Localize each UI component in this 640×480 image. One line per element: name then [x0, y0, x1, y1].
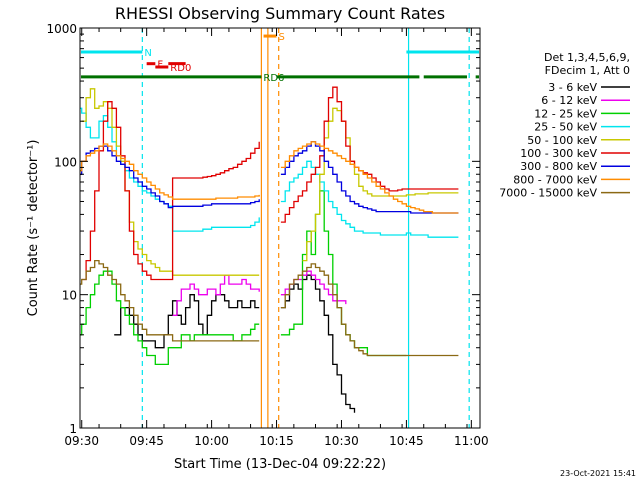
- series-line-6: [80, 141, 459, 214]
- y-tick-label-1: 10: [62, 289, 77, 303]
- flag-label-2: RD0: [170, 63, 191, 74]
- legend-label-2: 12 - 25 keV: [534, 107, 597, 120]
- y-tick-label-2: 100: [54, 155, 77, 169]
- legend-label-1: 6 - 12 keV: [541, 94, 597, 107]
- legend-label-4: 50 - 100 keV: [527, 134, 597, 147]
- legend-label-5: 100 - 300 keV: [520, 147, 597, 160]
- x-tick-label-3: 10:15: [259, 434, 294, 448]
- flag-label-1: F: [157, 60, 163, 71]
- flag-bars: NF RD0 RD6 S: [81, 32, 479, 84]
- flag-label-3: RD6: [263, 73, 284, 84]
- series-line-2: [80, 190, 407, 366]
- axes: 09:30 09:45 10:00 10:15 10:30 10:45 11:00 1 10 10…: [46, 22, 488, 448]
- y-axis-label: Count Rate (s⁻¹ detector⁻¹): [26, 140, 41, 317]
- legend-label-3: 25 - 50 keV: [534, 121, 597, 134]
- y-tick-label-0: 1: [69, 422, 77, 436]
- flag-label-4: S: [279, 32, 285, 43]
- x-tick-label-5: 10:45: [389, 434, 424, 448]
- series-lines: [80, 86, 459, 413]
- flag-label-0: N: [144, 48, 151, 59]
- legend-label-0: 3 - 6 keV: [548, 81, 597, 94]
- series-line-8: [80, 259, 459, 357]
- x-tick-label-0: 09:30: [64, 434, 99, 448]
- y-tick-label-3: 1000: [46, 22, 77, 36]
- x-tick-label-2: 10:00: [194, 434, 229, 448]
- x-tick-label-4: 10:30: [324, 434, 359, 448]
- series-line-7: [80, 141, 459, 214]
- series-line-0: [114, 274, 356, 413]
- x-tick-label-6: 11:00: [454, 434, 489, 448]
- legend-header-1: FDecim 1, Att 0: [545, 64, 630, 77]
- x-tick-label-1: 09:45: [129, 434, 164, 448]
- legend-label-8: 7000 - 15000 keV: [499, 187, 597, 200]
- legend-header-0: Det 1,3,4,5,6,9,: [544, 51, 630, 64]
- series-line-4: [81, 88, 459, 276]
- legend: Det 1,3,4,5,6,9,FDecim 1, Att 0 3 - 6 keV…: [499, 51, 630, 200]
- series-line-3: [80, 107, 459, 238]
- legend-label-6: 300 - 800 keV: [520, 160, 597, 173]
- legend-label-7: 800 - 7000 keV: [513, 173, 597, 186]
- plot-frame: [79, 27, 481, 429]
- x-axis-label: Start Time (13-Dec-04 09:22:22): [174, 457, 386, 472]
- plot-timestamp: 23-Oct-2021 15:41: [560, 469, 636, 478]
- vertical-markers: [141, 28, 470, 428]
- chart-title: RHESSI Observing Summary Count Rates: [115, 4, 445, 23]
